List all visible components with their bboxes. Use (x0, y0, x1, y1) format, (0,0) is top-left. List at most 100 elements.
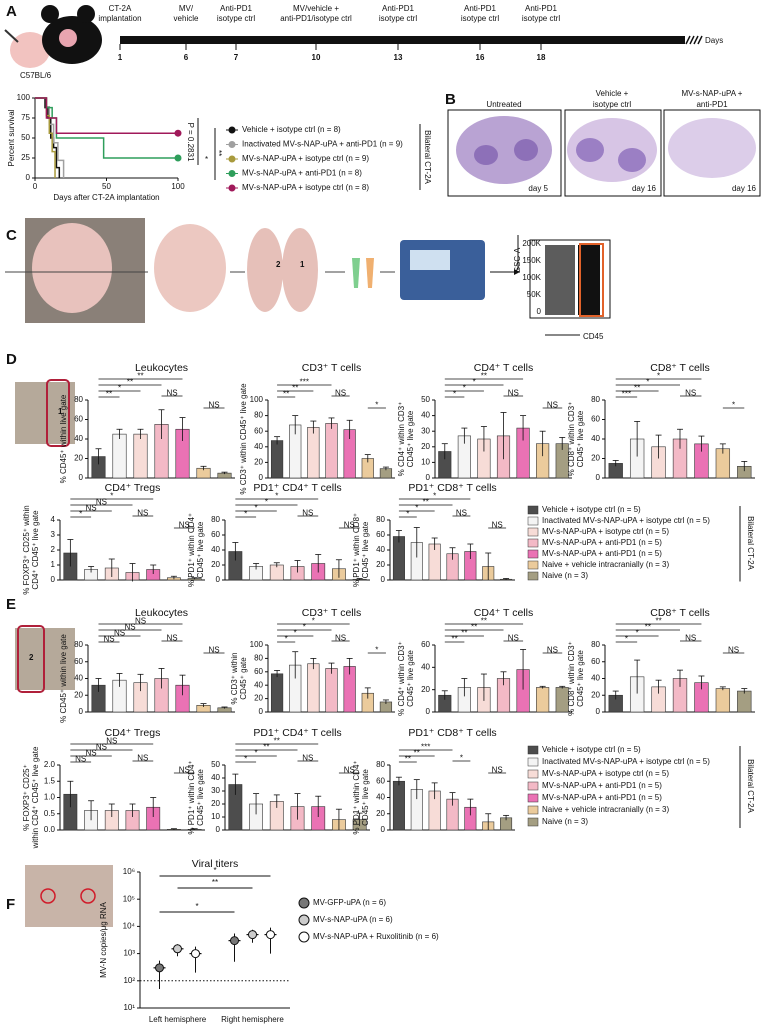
mean-point (266, 930, 275, 940)
significance: *** (300, 378, 309, 387)
note: Bilateral CT-2A (423, 130, 432, 184)
y-tick-label: 0 (426, 707, 431, 716)
significance: NS (208, 401, 219, 410)
significance: * (453, 390, 456, 399)
end-point (174, 129, 182, 137)
chart-title: Viral titers (192, 858, 239, 870)
legend-label: Naive (n = 3) (542, 571, 588, 580)
survival-curve (35, 97, 61, 178)
legend-label: MV-s-NAP-uPA + isotype ctrl (n = 9) (242, 154, 369, 163)
legend-swatch (527, 538, 539, 548)
y-tick-label: 4 (51, 515, 56, 524)
timeline-event: implantation (98, 14, 141, 23)
y-axis-label: CD45⁺ live gate (576, 650, 585, 707)
panel-label: B (445, 91, 456, 108)
significance: ** (127, 378, 133, 387)
significance: ** (263, 743, 269, 752)
survival-curve (35, 97, 178, 134)
flow-tick: 0 (537, 307, 542, 316)
timeline-day: 13 (394, 53, 403, 62)
y-tick-label: 0 (79, 707, 84, 716)
bar (325, 423, 338, 479)
mean-point (230, 936, 239, 946)
chart-title: CD4⁺ T cells (474, 607, 533, 619)
timeline-event: MV/ (179, 4, 194, 13)
significance: NS (86, 749, 97, 758)
significance: NS (335, 634, 346, 643)
y-tick-label: 40 (74, 674, 83, 683)
significance: NS (335, 389, 346, 398)
y-tick-label: 0 (259, 473, 264, 482)
y-tick-label: 0 (79, 473, 84, 482)
y-tick-label: 80 (74, 640, 83, 649)
y-axis-label: CD45⁺ live gate (406, 410, 415, 467)
y-tick-label: 80 (376, 760, 385, 769)
significance: NS (685, 389, 696, 398)
y-tick-label: 0 (426, 473, 431, 482)
flow-tick: 50K (527, 290, 542, 299)
chart-title: CD8⁺ T cells (650, 607, 709, 619)
y-axis-label: CD45⁺ live gate (361, 521, 370, 578)
significance: * (213, 866, 216, 875)
legend-swatch (527, 805, 539, 815)
significance: ** (471, 623, 477, 632)
x-tick-label: Left hemisphere (149, 1015, 207, 1024)
significance: * (657, 372, 660, 381)
legend-swatch (527, 571, 539, 581)
legend-swatch (527, 505, 539, 515)
significance: * (460, 754, 463, 763)
significance: * (285, 635, 288, 644)
histology-day: day 5 (528, 184, 548, 193)
legend-swatch (527, 793, 539, 803)
significance: * (375, 646, 378, 655)
y-axis-label: % FOXP3⁺ CD25⁺ (22, 764, 31, 831)
significance: * (275, 492, 278, 501)
y-tick-label: 10⁴ (123, 922, 136, 931)
significance: NS (492, 766, 503, 775)
significance: * (205, 155, 208, 164)
y-tick-label: 10 (421, 458, 430, 467)
legend-swatch (527, 781, 539, 791)
bar (307, 663, 320, 713)
panel-label: C (6, 227, 17, 244)
y-axis-label: % PD1⁺ within CD8⁺ (352, 513, 361, 587)
significance: ** (212, 878, 218, 887)
legend-label: MV-s-NAP-uPA + isotype ctrl (n = 5) (542, 769, 669, 778)
y-tick-label: 60 (254, 426, 263, 435)
y-tick-label: 20 (211, 799, 220, 808)
significance: NS (508, 389, 519, 398)
bar (536, 687, 550, 713)
significance: ** (405, 755, 411, 764)
significance: * (244, 755, 247, 764)
end-point (174, 154, 182, 162)
y-tick-label: 40 (376, 793, 385, 802)
y-tick-label: 60 (421, 640, 430, 649)
x-tick-label: 0 (33, 182, 38, 191)
significance: ** (655, 617, 661, 626)
y-tick-label: 40 (421, 662, 430, 671)
bar (392, 536, 405, 581)
hemisphere-label: 1 (300, 260, 305, 269)
y-tick-label: 60 (591, 657, 600, 666)
y-tick-label: 20 (254, 694, 263, 703)
significance: * (312, 617, 315, 626)
y-tick-label: 40 (211, 545, 220, 554)
x-tick-label: 100 (171, 182, 185, 191)
significance: * (255, 504, 258, 513)
significance: NS (86, 504, 97, 513)
histology-title: anti-PD1 (696, 100, 728, 109)
y-tick-label: 60 (254, 667, 263, 676)
chart-title: CD3⁺ T cells (302, 362, 361, 374)
bar (112, 433, 127, 479)
y-tick-label: 10³ (123, 949, 135, 958)
y-tick-label: 40 (254, 442, 263, 451)
y-tick-label: 60 (376, 776, 385, 785)
timeline-event: Anti-PD1 (525, 4, 558, 13)
significance: * (255, 749, 258, 758)
significance: ** (214, 150, 223, 156)
y-axis-label: % CD45⁺ within live gate (59, 394, 68, 483)
significance: NS (137, 754, 148, 763)
legend-note: Bilateral CT-2A (746, 759, 755, 813)
y-tick-label: 20 (376, 809, 385, 818)
